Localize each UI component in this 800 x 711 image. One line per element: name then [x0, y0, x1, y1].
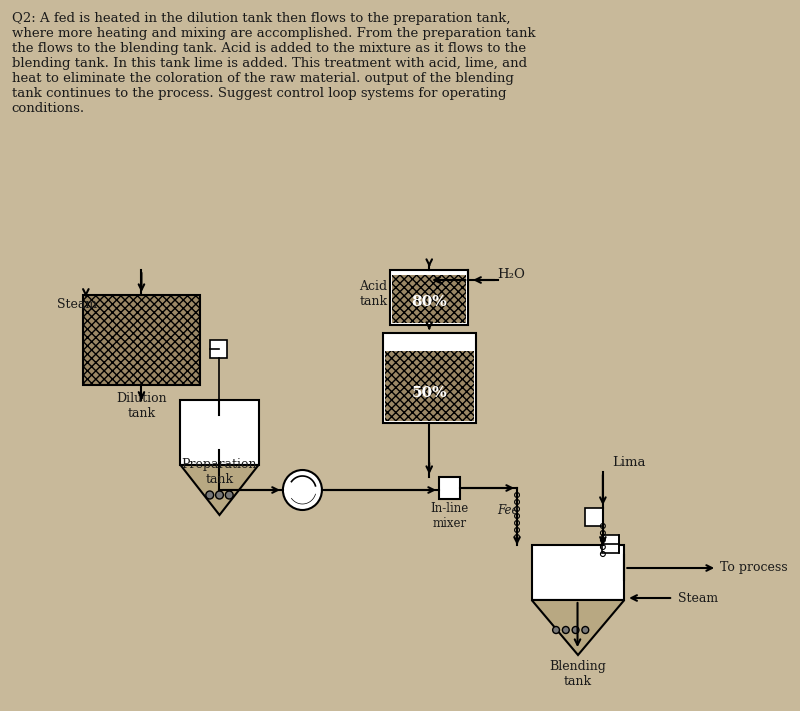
Circle shape: [206, 491, 214, 499]
Polygon shape: [181, 465, 258, 515]
Text: Steam: Steam: [57, 298, 97, 311]
Circle shape: [562, 626, 570, 634]
Text: Lima: Lima: [613, 456, 646, 469]
Text: Q2: A fed is heated in the dilution tank then flows to the preparation tank,
whe: Q2: A fed is heated in the dilution tank…: [12, 12, 535, 115]
Bar: [392, 275, 466, 323]
Text: Fee: Fee: [498, 503, 519, 516]
Text: 80%: 80%: [411, 296, 447, 309]
Bar: [210, 340, 227, 358]
Text: To process: To process: [720, 562, 787, 574]
Text: Steam: Steam: [678, 592, 718, 604]
Circle shape: [553, 626, 559, 634]
Text: In-line
mixer: In-line mixer: [430, 502, 469, 530]
Bar: [439, 477, 461, 499]
Bar: [383, 333, 476, 423]
Bar: [586, 508, 603, 526]
Circle shape: [572, 626, 579, 634]
Bar: [83, 295, 200, 385]
Circle shape: [283, 470, 322, 510]
Circle shape: [582, 626, 589, 634]
Bar: [386, 351, 474, 421]
Text: Preparation
tank: Preparation tank: [182, 458, 258, 486]
Text: Blending
tank: Blending tank: [549, 660, 606, 688]
Bar: [390, 270, 468, 325]
Text: Acid
tank: Acid tank: [359, 280, 387, 308]
Text: H₂O: H₂O: [498, 267, 526, 281]
Circle shape: [215, 491, 223, 499]
Bar: [532, 545, 624, 600]
Text: 50%: 50%: [412, 386, 447, 400]
Polygon shape: [532, 600, 624, 655]
Bar: [181, 400, 258, 465]
Circle shape: [226, 491, 233, 499]
Bar: [602, 535, 619, 553]
Text: Dilution
tank: Dilution tank: [116, 392, 166, 420]
